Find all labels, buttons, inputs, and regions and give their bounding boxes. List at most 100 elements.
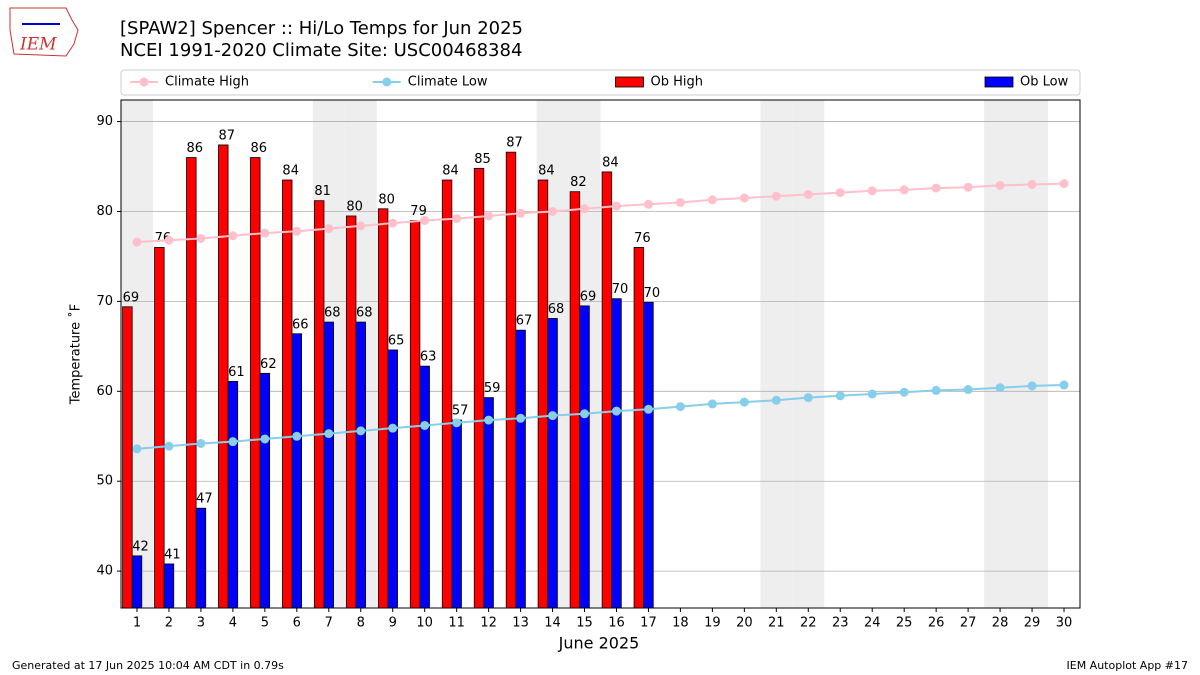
chart-title: [SPAW2] Spencer :: Hi/Lo Temps for Jun 2… xyxy=(120,18,523,39)
data-label: 66 xyxy=(292,317,309,332)
point xyxy=(1027,180,1037,190)
x-tick-label: 12 xyxy=(480,616,497,631)
bar xyxy=(163,563,175,609)
bar xyxy=(291,333,303,609)
bar xyxy=(154,247,165,609)
weekend-shade xyxy=(984,100,1017,608)
bar xyxy=(601,171,613,609)
x-tick-label: 2 xyxy=(165,616,173,631)
data-label: 79 xyxy=(410,204,427,219)
bar xyxy=(323,321,334,609)
legend-label: Ob High xyxy=(651,75,704,90)
x-tick-label: 3 xyxy=(197,616,205,631)
x-tick-label: 30 xyxy=(1056,616,1073,631)
point xyxy=(675,402,685,412)
data-label: 62 xyxy=(260,357,277,372)
bar xyxy=(345,215,357,609)
point xyxy=(356,426,366,436)
point xyxy=(292,431,302,441)
data-label: 85 xyxy=(474,152,491,167)
x-axis-label: June 2025 xyxy=(558,634,640,653)
point xyxy=(580,409,590,419)
bar xyxy=(483,397,494,609)
x-tick-label: 28 xyxy=(992,616,1009,631)
data-label: 68 xyxy=(324,306,341,321)
bar xyxy=(547,318,558,609)
point xyxy=(548,411,558,421)
x-tick-label: 9 xyxy=(389,616,397,631)
point xyxy=(867,389,877,399)
data-label: 68 xyxy=(548,302,565,317)
x-tick-label: 6 xyxy=(293,616,301,631)
weekend-shade xyxy=(792,100,825,608)
point xyxy=(643,199,653,209)
data-label: 70 xyxy=(612,282,629,297)
weekend-shade xyxy=(760,100,793,608)
data-label: 87 xyxy=(506,136,523,151)
plot-frame xyxy=(120,99,1081,609)
bar xyxy=(409,220,421,609)
logo-text: IEM xyxy=(19,35,57,55)
point xyxy=(228,437,238,447)
x-tick-label: 23 xyxy=(832,616,849,631)
footer-right: IEM Autoplot App #17 xyxy=(1067,659,1189,672)
bar xyxy=(355,321,366,609)
x-tick-label: 20 xyxy=(736,616,753,631)
line xyxy=(136,384,1065,450)
x-tick-label: 24 xyxy=(864,616,881,631)
point xyxy=(484,415,494,425)
x-tick-label: 26 xyxy=(928,616,945,631)
x-tick-label: 17 xyxy=(640,616,657,631)
point xyxy=(516,208,526,218)
x-tick-label: 27 xyxy=(960,616,977,631)
point xyxy=(963,385,973,395)
x-tick-label: 1 xyxy=(133,616,141,631)
point xyxy=(899,185,909,195)
point xyxy=(739,193,749,203)
point xyxy=(196,233,206,243)
data-label: 61 xyxy=(228,365,245,380)
bar xyxy=(259,372,271,609)
point xyxy=(611,201,621,211)
bar xyxy=(633,247,645,609)
bar xyxy=(579,305,590,609)
data-label: 87 xyxy=(218,128,235,143)
data-label: 82 xyxy=(570,175,587,190)
point xyxy=(739,397,749,407)
line xyxy=(136,182,1065,244)
x-tick-label: 18 xyxy=(672,616,689,631)
point xyxy=(867,186,877,196)
y-tick-label: 40 xyxy=(96,564,113,579)
x-tick-label: 25 xyxy=(896,616,913,631)
data-label: 42 xyxy=(132,539,149,554)
point xyxy=(484,211,494,221)
legend-label: Climate High xyxy=(165,75,249,90)
bar xyxy=(131,555,143,609)
point xyxy=(963,182,973,192)
point xyxy=(675,197,685,207)
bar xyxy=(569,191,581,609)
data-label: 69 xyxy=(123,290,140,305)
legend-swatch xyxy=(615,76,644,88)
bar xyxy=(537,179,549,609)
point xyxy=(260,228,270,238)
legend-marker xyxy=(139,77,149,87)
data-label: 67 xyxy=(516,314,533,329)
x-tick-label: 19 xyxy=(704,616,721,631)
data-label: 86 xyxy=(187,141,204,156)
y-axis-label: Temperature ˚F xyxy=(68,304,84,405)
point xyxy=(835,391,845,401)
bar xyxy=(441,179,453,609)
point xyxy=(388,218,398,228)
x-tick-label: 11 xyxy=(448,616,465,631)
point xyxy=(707,399,717,409)
legend-label: Climate Low xyxy=(408,75,488,90)
point xyxy=(803,393,813,403)
point xyxy=(132,444,142,454)
data-label: 63 xyxy=(420,350,437,365)
bar xyxy=(473,167,485,609)
legend-box xyxy=(120,69,1081,96)
data-label: 84 xyxy=(282,164,299,179)
point xyxy=(771,395,781,405)
point xyxy=(931,183,941,193)
